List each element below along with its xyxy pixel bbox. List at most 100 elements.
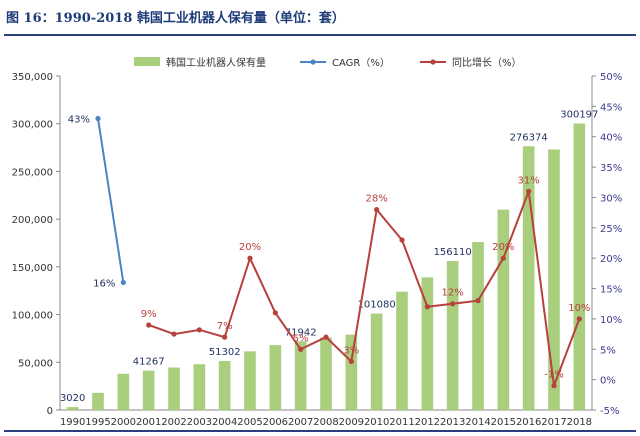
yoy-data-label: 7% xyxy=(217,321,233,332)
x-axis-tick-label: 2016 xyxy=(516,417,541,428)
yoy-data-label: 9% xyxy=(141,309,157,320)
yoy-point xyxy=(222,334,228,340)
yoy-point xyxy=(374,207,380,213)
bar-2008 xyxy=(320,337,332,410)
x-axis-tick-label: 2004 xyxy=(212,417,237,428)
x-axis-tick-label: 1995 xyxy=(85,417,110,428)
bar-2014 xyxy=(472,242,484,410)
bar-2000 xyxy=(117,373,130,410)
x-axis-tick-label: 2014 xyxy=(465,417,490,428)
bar-1995 xyxy=(92,392,104,410)
bar-data-label: 276374 xyxy=(510,132,548,143)
x-axis-tick-label: 2017 xyxy=(541,417,566,428)
bar-2011 xyxy=(396,291,408,410)
legend-yoy-label: 同比增长（%） xyxy=(452,56,522,69)
right-axis-tick-label: 45% xyxy=(600,102,622,113)
bar-data-label: 71942 xyxy=(285,327,317,338)
bar-2017 xyxy=(548,149,560,411)
bar-2002 xyxy=(168,367,180,410)
yoy-point xyxy=(272,310,278,316)
yoy-data-label: -1% xyxy=(544,370,563,381)
legend-cagr-label: CAGR（%） xyxy=(332,57,390,69)
x-axis-tick-label: 2008 xyxy=(313,417,338,428)
yoy-point xyxy=(526,188,532,194)
x-axis-tick-label: 2010 xyxy=(364,417,389,428)
legend-yoy-marker xyxy=(430,59,436,65)
right-axis-tick-label: 40% xyxy=(600,133,622,144)
bar-2007 xyxy=(294,341,307,410)
left-axis-tick-label: 350,000 xyxy=(12,72,53,83)
yoy-point xyxy=(424,304,430,310)
bar-2003 xyxy=(193,364,206,410)
bar-data-label: 101080 xyxy=(358,300,396,311)
yoy-point xyxy=(146,322,152,328)
yoy-data-label: 20% xyxy=(492,242,514,253)
yoy-point xyxy=(323,334,329,340)
figure-title: 图 16：1990-2018 韩国工业机器人保有量（单位：套） xyxy=(6,11,345,26)
x-axis-tick-label: 2012 xyxy=(415,417,440,428)
x-axis-tick-label: 2000 xyxy=(111,417,136,428)
cagr-point xyxy=(95,115,101,122)
x-axis-tick-label: 2011 xyxy=(389,417,414,428)
right-axis-tick-label: 50% xyxy=(600,72,622,83)
left-axis-tick-label: 300,000 xyxy=(12,120,53,131)
bar-data-label: 300197 xyxy=(560,110,598,121)
yoy-data-label: 3% xyxy=(343,345,359,356)
bottom-rule xyxy=(4,430,636,432)
bar-1990 xyxy=(66,407,79,410)
legend-cagr-marker xyxy=(310,59,316,65)
x-axis-tick-label: 2015 xyxy=(491,417,516,428)
bar-2015 xyxy=(497,209,510,410)
left-axis-tick-label: 100,000 xyxy=(12,311,53,322)
bar-data-label: 3020 xyxy=(60,393,85,404)
legend-bar-label: 韩国工业机器人保有量 xyxy=(166,56,266,69)
left-axis-tick-label: 250,000 xyxy=(12,167,53,178)
bar-2012 xyxy=(421,277,434,410)
cagr-data-label: 43% xyxy=(68,115,90,126)
x-axis-tick-label: 2007 xyxy=(288,417,313,428)
yoy-point xyxy=(298,346,304,352)
bar-2009 xyxy=(345,334,358,410)
left-axis-tick-label: 200,000 xyxy=(12,215,53,226)
x-axis-tick-label: 1990 xyxy=(60,417,85,428)
x-axis-tick-label: 2018 xyxy=(567,417,592,428)
yoy-point xyxy=(551,383,557,389)
cagr-point xyxy=(120,279,126,286)
right-axis-tick-label: 15% xyxy=(600,285,622,296)
yoy-point xyxy=(399,237,405,243)
bar-data-label: 156110 xyxy=(434,247,472,258)
yoy-data-label: 20% xyxy=(239,242,261,253)
bar-2004 xyxy=(218,361,231,410)
yoy-line xyxy=(148,191,581,387)
yoy-data-label: 28% xyxy=(366,194,388,205)
left-axis-tick-label: 150,000 xyxy=(12,263,53,274)
yoy-data-label: 31% xyxy=(518,175,540,186)
left-axis-tick-label: 50,000 xyxy=(18,358,53,369)
left-axis-tick-label: 0 xyxy=(47,406,53,417)
bar-2018 xyxy=(573,123,586,410)
yoy-data-label: 12% xyxy=(442,288,464,299)
bar-2005 xyxy=(244,351,256,410)
right-axis-tick-label: 10% xyxy=(600,315,622,326)
right-axis-tick-label: -5% xyxy=(600,406,619,417)
yoy-point xyxy=(348,358,354,365)
x-axis-tick-label: 2009 xyxy=(339,417,364,428)
yoy-data-label: 10% xyxy=(568,303,590,314)
yoy-point xyxy=(196,327,202,333)
right-axis-tick-label: 25% xyxy=(600,224,622,235)
yoy-point xyxy=(450,301,456,307)
bar-data-label: 41267 xyxy=(133,357,165,368)
x-axis-tick-label: 2006 xyxy=(263,417,288,428)
right-axis-tick-label: 20% xyxy=(600,254,622,265)
bar-2016 xyxy=(522,146,535,410)
cagr-data-label: 16% xyxy=(93,278,115,289)
right-axis-tick-label: 30% xyxy=(600,193,622,204)
bar-2006 xyxy=(269,345,282,410)
bar-2013 xyxy=(446,261,459,410)
x-axis-tick-label: 2013 xyxy=(440,417,465,428)
title-rule xyxy=(4,34,636,36)
bar-2010 xyxy=(370,313,383,410)
yoy-point xyxy=(576,316,582,322)
